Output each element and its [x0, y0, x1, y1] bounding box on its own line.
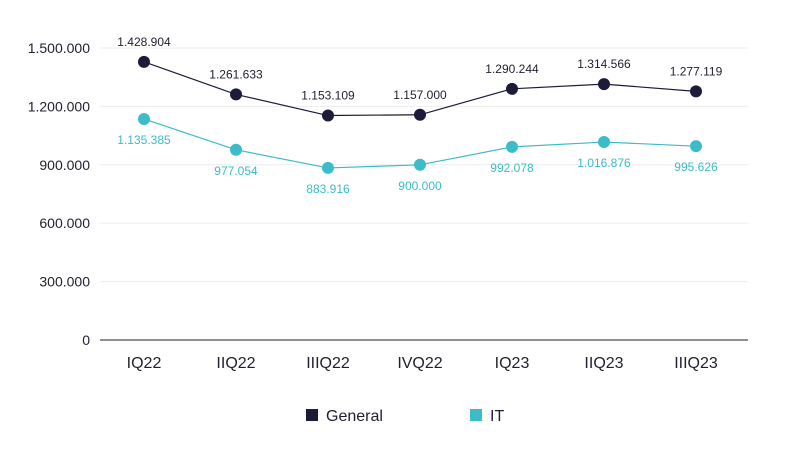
legend-label: IT	[490, 408, 504, 425]
legend-item-general: General	[306, 408, 383, 425]
data-label: 1.314.566	[577, 57, 631, 71]
legend: General IT	[306, 408, 504, 425]
data-point	[322, 161, 334, 174]
y-tick-label: 0	[82, 332, 90, 348]
data-point	[506, 140, 518, 153]
data-label: 1.135.385	[117, 133, 171, 147]
y-tick-label: 600.000	[39, 215, 90, 231]
series-group: 1.428.904 1.261.633 1.153.109 1.157.000 1.29…	[117, 35, 722, 196]
data-label: 977.054	[214, 164, 258, 178]
legend-swatch	[470, 409, 482, 421]
legend-label: General	[326, 408, 383, 425]
y-axis: 0 300.000 600.000 900.000 1.200.000 1.500.000	[28, 40, 91, 348]
series-it: 1.135.385 977.054 883.916 900.000 992.078 1.0…	[117, 112, 718, 196]
y-tick-label: 900.000	[39, 157, 90, 173]
y-tick-label: 1.500.000	[28, 40, 90, 56]
data-point	[414, 108, 426, 121]
x-tick-label: IIQ23	[584, 355, 623, 372]
x-tick-label: IQ22	[127, 355, 162, 372]
data-point	[598, 136, 610, 149]
data-label: 1.016.876	[577, 156, 631, 170]
data-label: 1.153.109	[301, 89, 355, 103]
legend-swatch	[306, 409, 318, 421]
x-tick-label: IIIQ23	[674, 355, 718, 372]
x-tick-label: IVQ22	[397, 355, 442, 372]
y-tick-label: 1.200.000	[28, 98, 90, 114]
data-point	[598, 78, 610, 91]
data-point	[230, 143, 242, 156]
data-point	[506, 82, 518, 95]
data-label: 900.000	[398, 179, 442, 193]
legend-item-it: IT	[470, 408, 504, 425]
y-tick-label: 300.000	[39, 274, 90, 290]
data-label: 883.916	[306, 182, 350, 196]
data-label: 1.261.633	[209, 67, 263, 81]
data-point	[138, 55, 150, 68]
data-label: 995.626	[674, 160, 718, 174]
data-point	[230, 88, 242, 101]
x-tick-label: IIQ22	[216, 355, 255, 372]
data-point	[322, 109, 334, 122]
data-label: 1.277.119	[670, 64, 723, 78]
data-point	[414, 158, 426, 171]
x-tick-label: IIIQ22	[306, 355, 350, 372]
data-label: 1.157.000	[393, 88, 447, 102]
data-point	[690, 140, 702, 153]
data-label: 1.290.244	[485, 62, 539, 76]
data-label: 1.428.904	[117, 35, 171, 49]
x-tick-label: IQ23	[495, 355, 530, 372]
data-label: 992.078	[490, 161, 534, 175]
x-axis: IQ22 IIQ22 IIIQ22 IVQ22 IQ23 IIQ23 IIIQ23	[127, 355, 718, 372]
data-point	[690, 85, 702, 98]
data-point	[138, 112, 150, 125]
series-general: 1.428.904 1.261.633 1.153.109 1.157.000 1.29…	[117, 35, 723, 122]
